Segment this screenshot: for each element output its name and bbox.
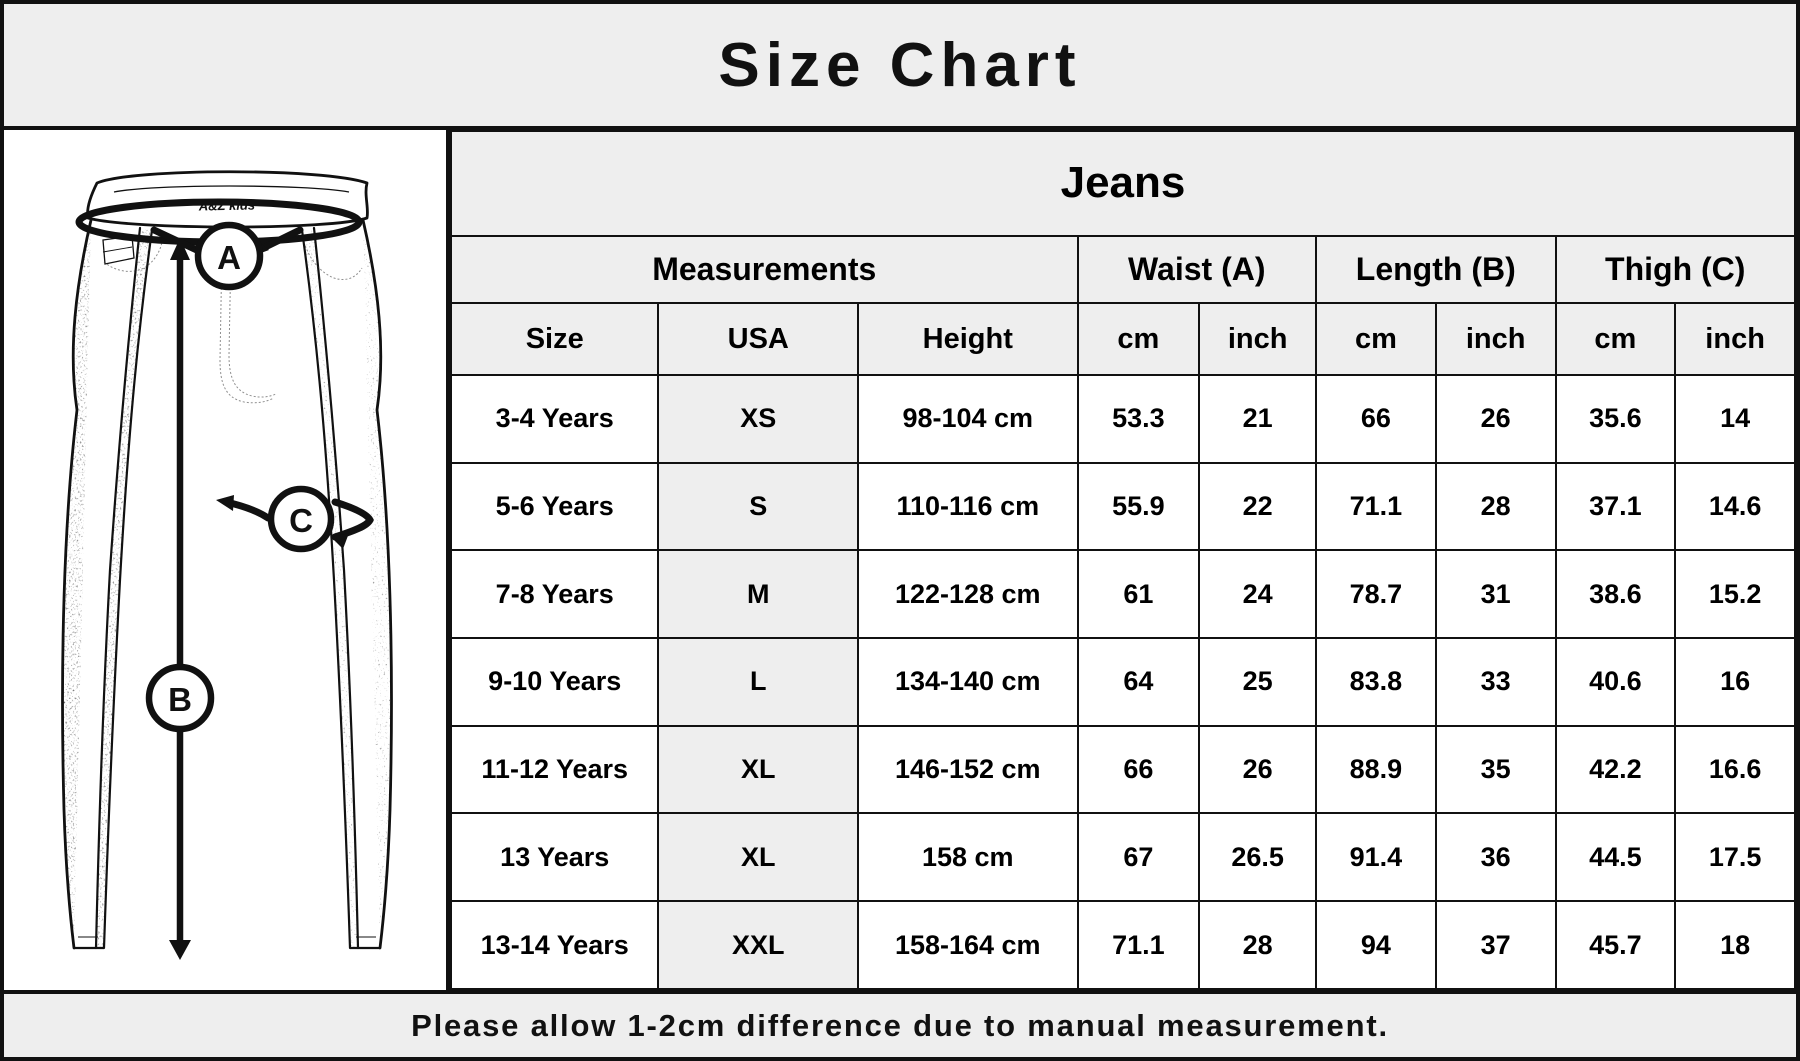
svg-text:C: C: [289, 502, 313, 539]
svg-text:A: A: [217, 239, 241, 276]
svg-text:B: B: [168, 681, 192, 718]
